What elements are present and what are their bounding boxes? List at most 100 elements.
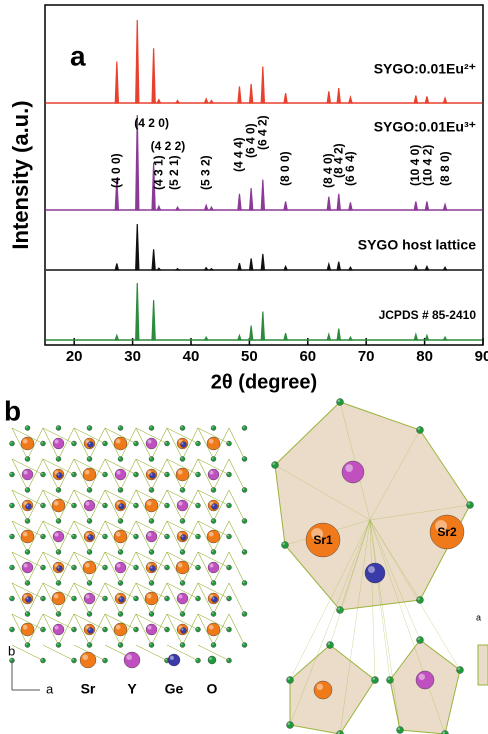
bond (27, 489, 44, 522)
atom (148, 425, 155, 431)
atom (118, 503, 125, 510)
bond (42, 427, 59, 460)
bond (289, 519, 371, 681)
atom (271, 461, 279, 469)
bond (197, 582, 214, 615)
polyhedron (477, 644, 488, 686)
bond (120, 489, 137, 522)
atom (21, 468, 34, 481)
bond (213, 489, 230, 522)
bond (27, 613, 44, 646)
bond (120, 520, 137, 553)
bond (135, 551, 152, 584)
atom-shine (134, 534, 136, 537)
atom (118, 596, 125, 603)
peak (260, 66, 266, 104)
peak (326, 196, 332, 211)
atom-shine (272, 462, 275, 465)
atom-shine (180, 426, 183, 428)
atom (241, 487, 248, 493)
peak (336, 328, 342, 341)
atom-shine (134, 596, 136, 599)
bond (213, 458, 230, 491)
atom-shine (287, 722, 290, 726)
atom (82, 560, 97, 575)
peak (347, 335, 354, 341)
atom (210, 580, 217, 586)
atom (25, 503, 32, 510)
atom-shine (211, 550, 214, 552)
atom-shine (227, 658, 229, 661)
atom-shine (118, 612, 121, 614)
atom (167, 653, 181, 667)
atom (102, 595, 108, 602)
atom-shine (72, 596, 74, 599)
atom-shine (88, 442, 91, 445)
atom (210, 549, 217, 555)
atom (211, 596, 218, 603)
atom-shine (180, 519, 183, 521)
atom-shine (119, 597, 122, 600)
bond (228, 458, 245, 491)
hkl-label: (8 4 2) (332, 143, 346, 178)
bond (166, 458, 183, 491)
atom-shine (134, 441, 136, 444)
bond (11, 489, 44, 506)
peak (135, 223, 140, 271)
bond (135, 613, 168, 630)
peak (424, 96, 430, 104)
bond (42, 489, 59, 522)
peak (208, 267, 215, 271)
atom (55, 518, 62, 524)
atom (179, 518, 186, 524)
atom (164, 502, 170, 509)
polyhedron (289, 644, 376, 734)
atom-shine (208, 531, 214, 537)
atom-shine (212, 597, 215, 600)
atom-shine (118, 550, 121, 552)
atom (24, 642, 31, 648)
atom (176, 592, 189, 605)
bond (58, 427, 75, 460)
peak (336, 193, 342, 211)
bond (11, 644, 44, 661)
atom-shine (54, 439, 59, 444)
atom-shine (327, 642, 330, 646)
bond (274, 464, 371, 521)
peak (413, 264, 419, 271)
hkl-label: (4 0 0) (109, 153, 123, 188)
atom-shine (242, 426, 245, 428)
atom-shine (82, 654, 88, 660)
atom (164, 440, 170, 447)
peak (442, 335, 448, 341)
atom-shine (169, 655, 174, 661)
bond (58, 520, 75, 553)
atom-shine (418, 673, 425, 680)
bond (11, 551, 44, 568)
bond (197, 551, 214, 584)
atom (83, 592, 96, 605)
atom (144, 591, 159, 606)
atom-shine (196, 441, 198, 444)
atom (371, 676, 379, 684)
bond (104, 520, 137, 537)
atom-shine (134, 472, 136, 475)
bond (166, 458, 199, 475)
bond (42, 551, 59, 584)
bond (228, 489, 245, 522)
atom (51, 498, 66, 513)
atom (195, 564, 201, 571)
atom-shine (149, 519, 152, 521)
atom-shine (227, 441, 229, 444)
atom-shine (118, 519, 121, 521)
atom-shine (87, 581, 90, 583)
atom-shine (417, 637, 420, 641)
bond (120, 582, 137, 615)
bond (369, 519, 446, 734)
atom-shine (103, 658, 105, 661)
atom-shine (177, 562, 183, 568)
peak (237, 193, 242, 211)
atom (86, 642, 93, 648)
atom-shine (242, 457, 245, 459)
atom (207, 468, 220, 481)
